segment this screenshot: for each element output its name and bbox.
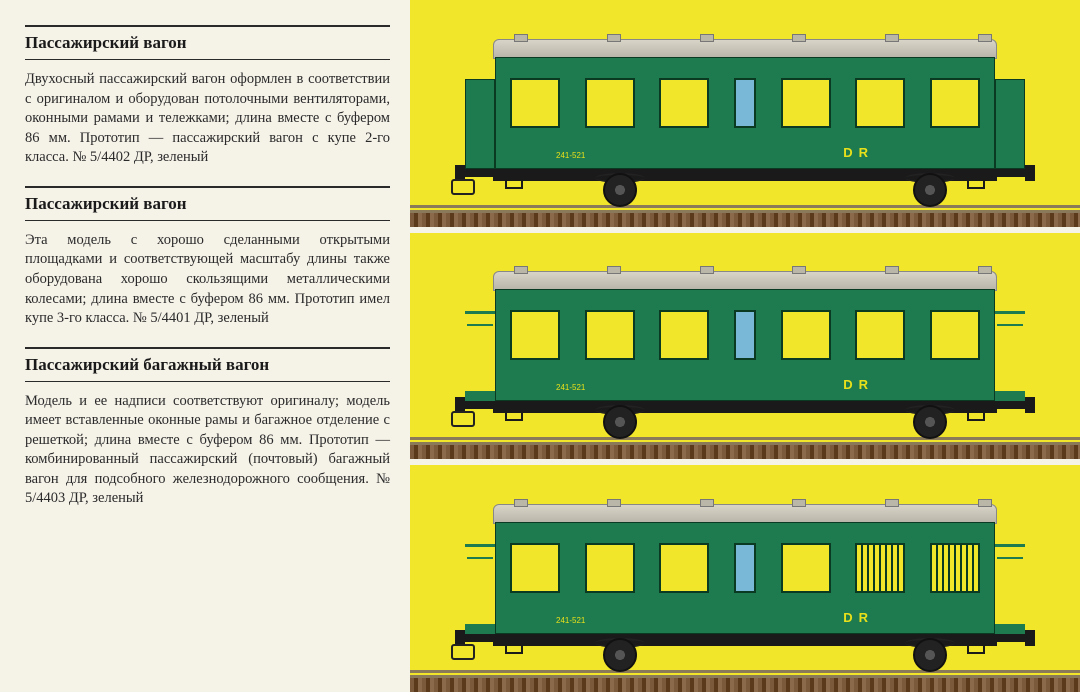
rule <box>25 347 390 349</box>
rule <box>25 25 390 27</box>
entry-title: Пассажирский вагон <box>25 33 390 53</box>
entry-description: Модель и ее надписи соответствуют оригин… <box>25 392 390 509</box>
text-column: Пассажирский вагон Двухосный пассажирски… <box>0 0 410 692</box>
catalog-entry: Пассажирский вагон Двухосный пассажирски… <box>25 25 390 168</box>
wagon-panel: DR241-521 <box>410 465 1080 692</box>
image-column: DR241-521 DR241-521 DR241-521 <box>410 0 1080 692</box>
entry-title: Пассажирский багажный вагон <box>25 355 390 375</box>
wagon-panel: DR241-521 <box>410 0 1080 227</box>
rule <box>25 220 390 221</box>
wagon-illustration: DR241-521 <box>465 39 1025 209</box>
entry-description: Эта модель с хорошо сделанными открытыми… <box>25 231 390 329</box>
rule <box>25 381 390 382</box>
wagon-panel: DR241-521 <box>410 233 1080 460</box>
wagon-illustration: DR241-521 <box>465 504 1025 674</box>
wagon-illustration: DR241-521 <box>465 271 1025 441</box>
rule <box>25 186 390 188</box>
rule <box>25 59 390 60</box>
catalog-entry: Пассажирский багажный вагон Модель и ее … <box>25 347 390 509</box>
catalog-entry: Пассажирский вагон Эта модель с хорошо с… <box>25 186 390 329</box>
entry-title: Пассажирский вагон <box>25 194 390 214</box>
entry-description: Двухосный пассажирский вагон оформлен в … <box>25 70 390 168</box>
